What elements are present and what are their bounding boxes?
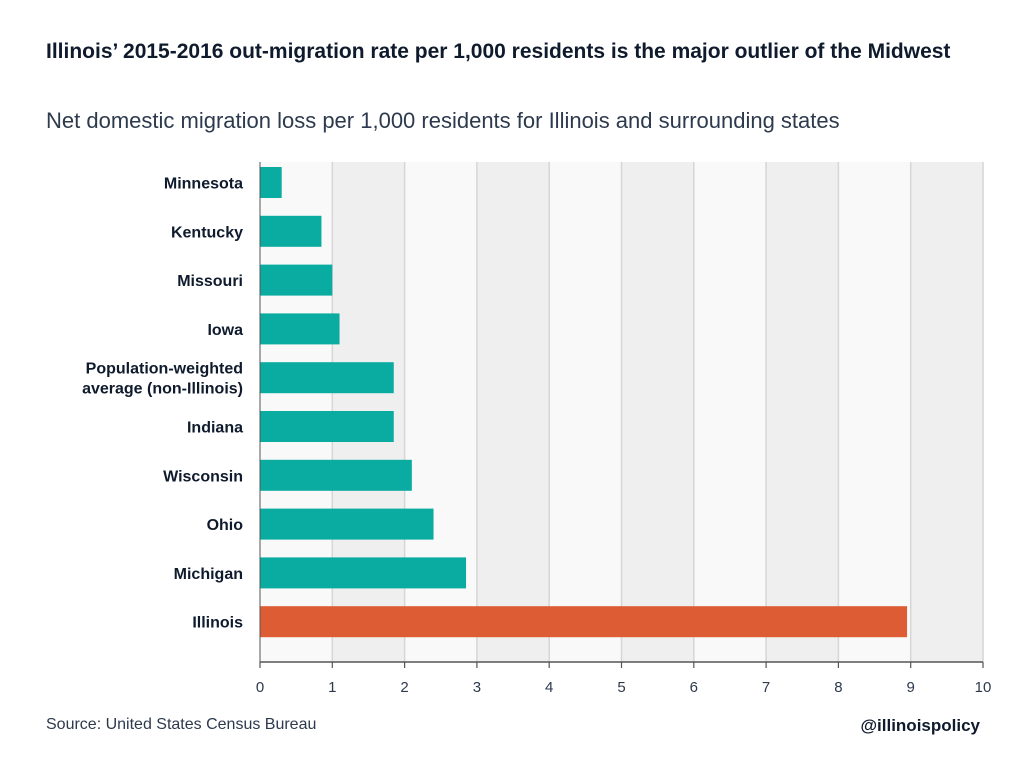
- category-label: Indiana: [187, 420, 243, 437]
- chart-title: Illinois’ 2015-2016 out-migration rate p…: [46, 40, 951, 63]
- bar-iowa: [260, 313, 340, 345]
- background-band: [621, 162, 694, 662]
- x-tick-label: 4: [545, 679, 553, 696]
- background-band: [838, 162, 911, 662]
- category-label: Iowa: [207, 322, 243, 339]
- bar-kentucky: [260, 215, 322, 247]
- bar-michigan: [260, 557, 467, 589]
- x-tick-label: 1: [328, 679, 336, 696]
- bar-minnesota: [260, 167, 282, 198]
- bar-missouri: [260, 264, 333, 296]
- bar-population-weighted-average-non-illinois: [260, 362, 394, 394]
- x-tick-label: 0: [256, 679, 264, 696]
- x-tick-label: 5: [617, 679, 625, 696]
- background-band: [910, 162, 983, 662]
- bar-ohio: [260, 508, 434, 540]
- category-label: Minnesota: [164, 176, 243, 193]
- category-label: Illinois: [192, 615, 243, 632]
- category-label: Missouri: [177, 273, 243, 290]
- x-tick-label: 10: [975, 679, 992, 696]
- x-tick-label: 2: [400, 679, 408, 696]
- x-tick-label: 3: [473, 679, 481, 696]
- bar-indiana: [260, 411, 394, 442]
- bars: [260, 167, 908, 638]
- background-band: [693, 162, 767, 662]
- category-label: Kentucky: [171, 224, 243, 241]
- bar-illinois: [260, 606, 908, 638]
- background-band: [549, 162, 622, 662]
- x-tick-label: 7: [762, 679, 770, 696]
- x-tick-label: 8: [834, 679, 842, 696]
- source-note: Source: United States Census Bureau: [46, 716, 317, 733]
- chart-subtitle: Net domestic migration loss per 1,000 re…: [46, 108, 840, 133]
- twitter-handle: @illinoispolicy: [860, 716, 980, 735]
- background-band: [766, 162, 839, 662]
- background-band: [476, 162, 550, 662]
- category-labels: Minnesota Kentucky Missouri Iowa Population-…: [82, 176, 243, 632]
- x-axis: 0 1 2 3 4 5 6 7 8 9 10: [256, 162, 992, 696]
- category-label: Population-weighted average (non-Illinois…: [82, 361, 243, 398]
- bar-wisconsin: [260, 459, 412, 491]
- category-label: Michigan: [174, 566, 243, 583]
- category-label: Ohio: [207, 517, 244, 534]
- x-tick-label: 9: [907, 679, 915, 696]
- x-tick-label: 6: [690, 679, 698, 696]
- category-label: Wisconsin: [163, 468, 243, 485]
